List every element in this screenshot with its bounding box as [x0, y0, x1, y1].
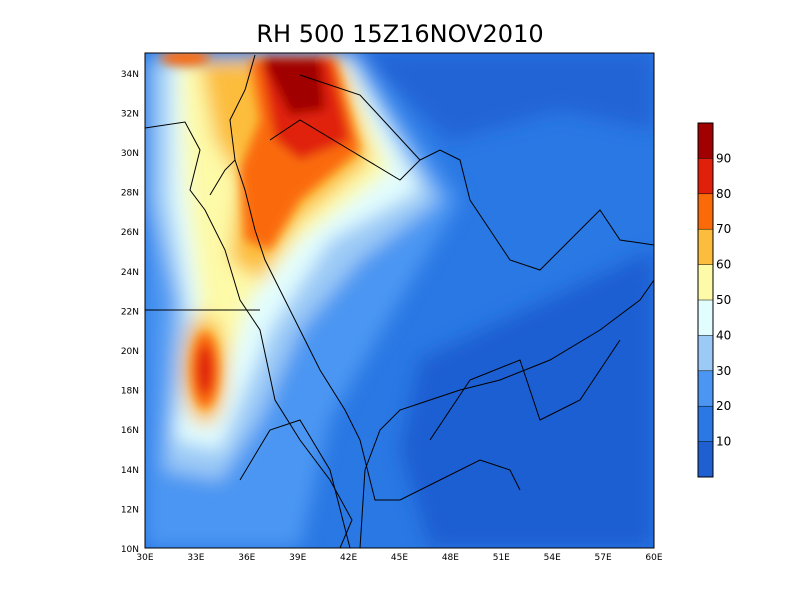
lon-label: 39E [289, 553, 306, 563]
colorbar-segment [698, 300, 713, 336]
lat-label: 20N [121, 347, 139, 357]
lat-label: 10N [121, 545, 139, 555]
colorbar-segment [698, 406, 713, 442]
lat-label: 32N [121, 109, 139, 119]
colorbar-segment [698, 229, 713, 265]
colorbar-segment [698, 193, 713, 230]
colorbar-segment [698, 335, 713, 371]
title: RH 500 15Z16NOV2010 [256, 20, 543, 48]
colorbar-label: 40 [716, 328, 731, 342]
lat-label: 22N [121, 307, 139, 317]
lat-label: 30N [121, 149, 139, 159]
lon-label: 51E [493, 553, 510, 563]
lon-label: 45E [391, 553, 408, 563]
colorbar-segment [698, 264, 713, 300]
lon-label: 30E [136, 553, 153, 563]
lat-label: 12N [121, 505, 139, 515]
lat-label: 14N [121, 466, 139, 476]
lat-label: 24N [121, 268, 139, 278]
colorbar-segment [698, 370, 713, 407]
colorbar-label: 10 [716, 435, 731, 449]
colorbar-label: 50 [716, 293, 731, 307]
colorbar-label: 90 [716, 151, 731, 165]
colorbar-label: 20 [716, 399, 731, 413]
colorbar-label: 80 [716, 187, 731, 201]
lat-label: 18N [121, 387, 139, 397]
lat-label: 26N [121, 228, 139, 238]
colorbar-label: 30 [716, 364, 731, 378]
colorbar-label: 60 [716, 258, 731, 272]
lon-label: 33E [187, 553, 204, 563]
coastlines [145, 54, 654, 548]
lat-label: 28N [121, 189, 139, 199]
lat-label: 34N [121, 70, 139, 80]
rh-field [145, 53, 654, 548]
colorbar-segment [698, 441, 713, 477]
map-frame [144, 52, 655, 549]
colorbar-segment [698, 123, 713, 159]
lon-label: 48E [442, 553, 459, 563]
lon-label: 54E [544, 553, 561, 563]
lon-label: 42E [340, 553, 357, 563]
lat-label: 16N [121, 426, 139, 436]
lon-label: 60E [645, 553, 662, 563]
lon-label: 36E [238, 553, 255, 563]
colorbar-label: 70 [716, 222, 731, 236]
lon-label: 57E [595, 553, 612, 563]
colorbar-segment [698, 158, 713, 194]
